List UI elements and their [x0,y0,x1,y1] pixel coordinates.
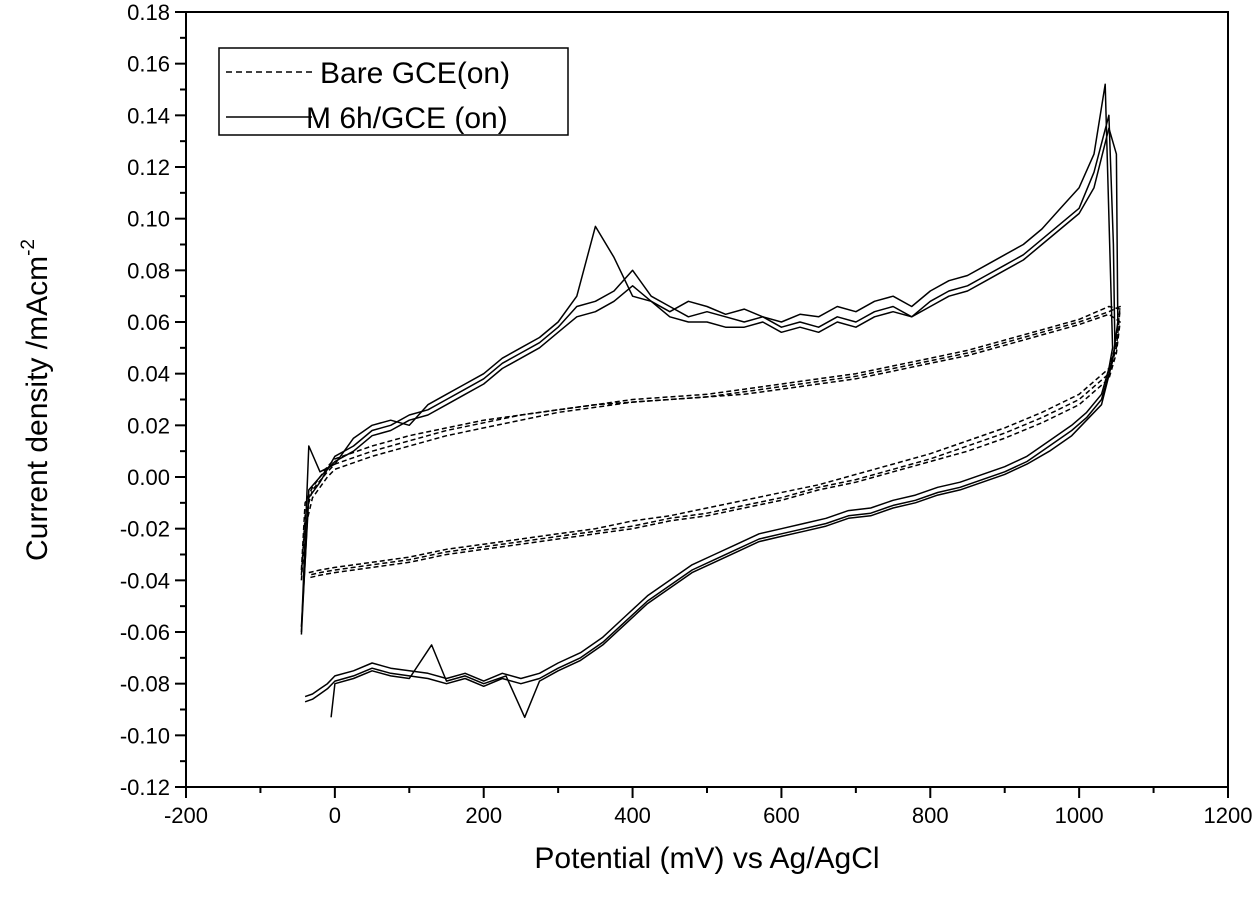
x-tick-label: 400 [614,803,651,828]
series-m6h-gce [300,83,1119,719]
x-tick-label: 0 [329,803,341,828]
y-tick-label: 0.12 [127,155,170,180]
legend-box [218,47,569,136]
ticks-layer: -200 0 200 400 600 800 1000 1200 -0.12 -0.10 -0.08… [120,0,1253,828]
y-tick-label: 0.04 [127,362,170,387]
x-tick-label: 1000 [1055,803,1104,828]
x-tick-label: 1200 [1204,803,1253,828]
legend-label-bare-gce: Bare GCE(on) [320,57,510,90]
y-axis-title-superscript: -2 [18,239,39,256]
y-tick-label: 0.06 [127,310,170,335]
x-tick-label: 200 [465,803,502,828]
bare-gce-cycle-2-line [300,305,1121,576]
m6h-gce-cycle-3-line [300,127,1119,719]
series-bare-gce [300,305,1121,581]
y-tick-label: -0.04 [120,568,170,593]
y-tick-label: 0.18 [127,0,170,25]
y-tick-label: -0.08 [120,672,170,697]
y-tick-label: 0.16 [127,52,170,77]
y-tick-label: -0.12 [120,775,170,800]
y-tick-label: 0.00 [127,465,170,490]
y-tick-label: -0.06 [120,620,170,645]
y-tick-label: 0.08 [127,258,170,283]
series-layer [300,83,1121,719]
x-tick-label: 600 [763,803,800,828]
m6h-gce-cycle-1-line [300,83,1114,698]
y-axis-title-main: Current density /mAcm [21,256,54,561]
x-axis-title: Potential (mV) vs Ag/AgCl [534,842,879,875]
y-axis-title: Current density /mAcm-2 [18,239,54,561]
y-tick-label: 0.14 [127,103,170,128]
x-tick-label: 800 [912,803,949,828]
legend-label-m6h-gce: M 6h/GCE (on) [306,102,508,135]
m6h-gce-cycle-2-line [300,114,1116,703]
y-tick-label: 0.10 [127,207,170,232]
bare-gce-cycle-3-line [300,313,1121,579]
legend: Bare GCE(on) M 6h/GCE (on) [218,47,569,136]
y-tick-label: -0.10 [120,723,170,748]
y-tick-label: -0.02 [120,517,170,542]
x-tick-label: -200 [164,803,208,828]
y-tick-label: 0.02 [127,413,170,438]
